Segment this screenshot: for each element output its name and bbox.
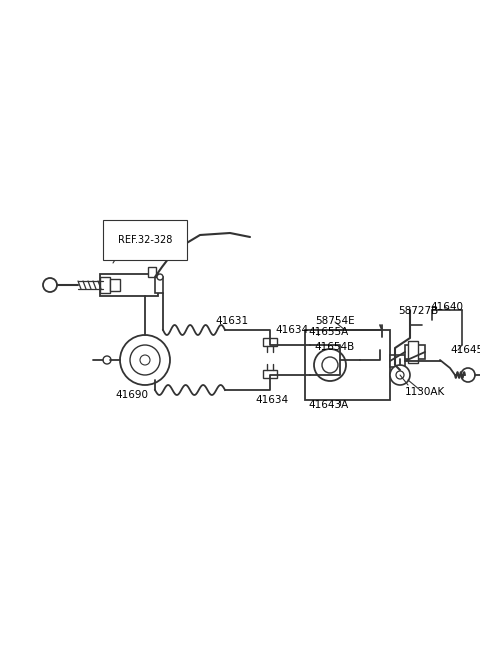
Text: 41655A: 41655A: [308, 327, 348, 337]
Bar: [390, 355, 405, 367]
Bar: [263, 370, 277, 378]
Bar: [405, 345, 425, 359]
Bar: [100, 277, 110, 293]
Bar: [100, 274, 158, 296]
Bar: [408, 341, 418, 363]
Circle shape: [157, 274, 163, 280]
Text: 41631: 41631: [215, 316, 248, 326]
Bar: [148, 267, 156, 277]
Circle shape: [120, 335, 170, 385]
Text: 58727B: 58727B: [398, 306, 438, 316]
Text: 41690: 41690: [115, 390, 148, 400]
Text: 1130AK: 1130AK: [405, 387, 445, 397]
Text: 41643A: 41643A: [308, 400, 348, 410]
Circle shape: [461, 368, 475, 382]
Circle shape: [43, 278, 57, 292]
Bar: [305, 330, 390, 400]
Text: 41654B: 41654B: [314, 342, 354, 352]
Circle shape: [314, 349, 346, 381]
Bar: [263, 338, 277, 346]
Text: 41645A: 41645A: [450, 345, 480, 355]
Circle shape: [396, 371, 404, 379]
Text: 41640: 41640: [430, 302, 463, 312]
Text: REF.32-328: REF.32-328: [118, 235, 172, 245]
Text: 58754E: 58754E: [315, 316, 355, 326]
Circle shape: [130, 345, 160, 375]
Circle shape: [322, 357, 338, 373]
Circle shape: [390, 365, 410, 385]
Bar: [110, 279, 120, 291]
Text: 41634: 41634: [255, 395, 288, 405]
Circle shape: [103, 356, 111, 364]
Bar: [155, 277, 163, 293]
Circle shape: [377, 337, 387, 347]
Text: 41634: 41634: [275, 325, 308, 335]
Circle shape: [140, 355, 150, 365]
